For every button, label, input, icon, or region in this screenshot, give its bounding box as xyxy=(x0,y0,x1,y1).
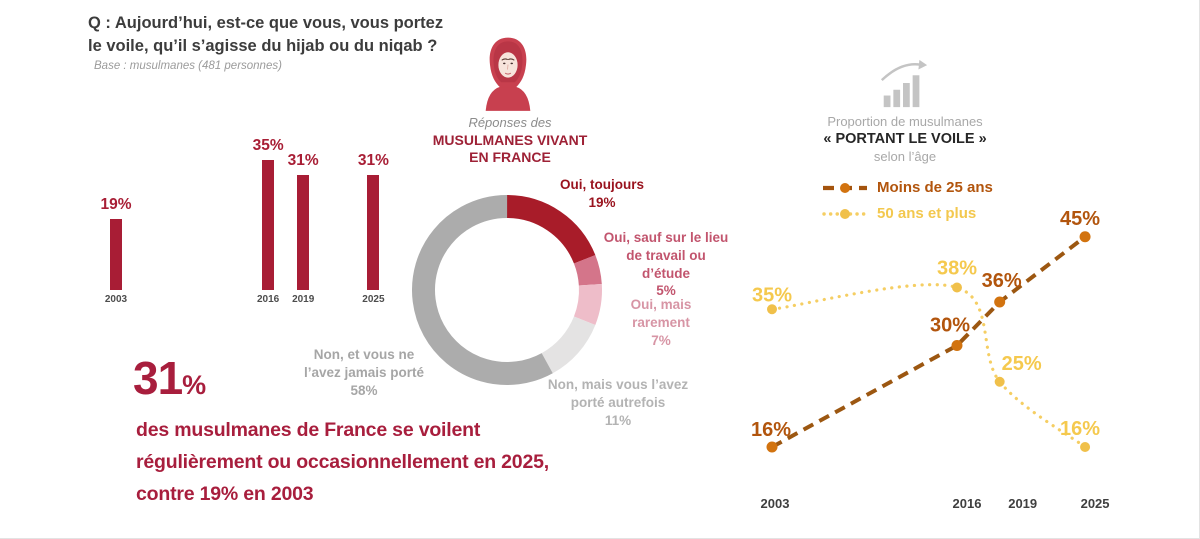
bar-year-2003: 2003 xyxy=(104,294,128,305)
bar-value-2019: 31% xyxy=(287,151,319,169)
bar-value-2003: 19% xyxy=(100,196,132,214)
woman-hijab-icon xyxy=(485,37,531,111)
donut-title-line2: EN FRANCE xyxy=(469,149,551,165)
survey-question-line1: Q : Aujourd’hui, est-ce que vous, vous p… xyxy=(88,14,444,32)
line-chart-title-line1: Proportion de musulmanes xyxy=(827,114,983,129)
x-axis-label-2016: 2016 xyxy=(953,496,982,511)
data-point-0-2016 xyxy=(951,340,963,351)
headline-statistic: 31% xyxy=(133,351,206,405)
growth-chart-icon xyxy=(880,59,928,108)
line-series-1 xyxy=(770,283,1087,449)
headline-percent-sign: % xyxy=(182,370,207,400)
value-label-1-2003: 35% xyxy=(752,284,792,306)
data-point-0-2025 xyxy=(1079,231,1091,243)
bar-year-2016: 2016 xyxy=(256,294,280,305)
value-label-0-2025: 45% xyxy=(1060,208,1100,230)
value-label-1-2025: 16% xyxy=(1060,418,1100,440)
donut-title: MUSULMANES VIVANT EN FRANCE xyxy=(405,132,615,166)
x-axis-label-2019: 2019 xyxy=(1008,496,1037,511)
line-chart-title: Proportion de musulmanes « PORTANT LE VO… xyxy=(780,113,1030,165)
data-point-1-2025 xyxy=(1080,442,1091,452)
headline-number: 31 xyxy=(133,352,183,404)
responses-donut-chart xyxy=(412,195,602,385)
data-point-0-2019 xyxy=(994,296,1006,308)
bar-year-2019: 2019 xyxy=(292,294,315,305)
legend-item-50-plus: 50 ans et plus xyxy=(822,205,976,222)
value-label-0-2019: 36% xyxy=(982,270,1022,292)
value-label-1-2019: 25% xyxy=(1002,353,1042,375)
data-point-1-2003 xyxy=(767,304,777,315)
headline-text-line3: contre 19% en 2003 xyxy=(136,483,314,505)
bar-value-2025: 31% xyxy=(357,151,389,169)
x-axis-label-2025: 2025 xyxy=(1081,496,1110,511)
donut-label-non-autrefois: Non, mais vous l’avez porté autrefois 11… xyxy=(547,377,689,428)
data-point-1-2019 xyxy=(994,376,1005,387)
donut-label-non-jamais: Non, et vous ne l’avez jamais porté 58% xyxy=(303,347,425,398)
donut-label-oui-rarement: Oui, mais rarement 7% xyxy=(630,297,692,348)
headline-text: des musulmanes de France se voilent régu… xyxy=(136,414,549,510)
bar-value-2016: 35% xyxy=(252,136,284,154)
survey-base-note: Base : musulmanes (481 personnes) xyxy=(94,60,282,72)
bar-year-2025: 2025 xyxy=(362,294,385,305)
value-label-0-2016: 30% xyxy=(930,315,970,337)
bar-2016 xyxy=(262,159,275,290)
donut-title-line1: MUSULMANES VIVANT xyxy=(432,132,588,148)
bar-2025 xyxy=(367,174,380,290)
line-series-0 xyxy=(771,235,1087,449)
dotted-line-legend-icon xyxy=(822,208,868,219)
bar-2003 xyxy=(110,219,122,290)
survey-question-line2: le voile, qu’il s’agisse du hijab ou du … xyxy=(88,37,438,55)
donut-label-oui-toujours: Oui, toujours 19% xyxy=(560,177,644,210)
data-point-1-2016 xyxy=(951,282,962,293)
value-label-0-2003: 16% xyxy=(751,419,791,441)
legend-label-moins-25: Moins de 25 ans xyxy=(877,179,993,196)
survey-question: Q : Aujourd’hui, est-ce que vous, vous p… xyxy=(88,12,443,58)
data-point-0-2003 xyxy=(766,441,778,453)
donut-subtitle: Réponses des xyxy=(468,115,552,130)
headline-text-line1: des musulmanes de France se voilent xyxy=(136,419,481,441)
age-line-chart: 35% 38% 25% 16% 16% 30% 36% 45% 2003 2016 2019 2025 xyxy=(751,208,1110,511)
dashed-line-legend-icon xyxy=(823,182,867,193)
donut-segment-1 xyxy=(412,195,602,385)
value-label-1-2016: 38% xyxy=(937,258,977,280)
legend-item-moins-25: Moins de 25 ans xyxy=(822,179,993,196)
bar-2019 xyxy=(297,174,310,290)
donut-label-oui-sauf: Oui, sauf sur le lieu de travail ou d’ét… xyxy=(603,230,729,299)
x-axis-label-2003: 2003 xyxy=(761,496,790,511)
legend-label-50-plus: 50 ans et plus xyxy=(877,205,977,222)
line-chart-title-line2: « PORTANT LE VOILE » xyxy=(823,131,987,147)
headline-text-line2: régulièrement ou occasionnellement en 20… xyxy=(136,451,549,473)
donut-segment-3 xyxy=(412,195,602,385)
line-chart-title-line3: selon l’âge xyxy=(873,149,937,164)
